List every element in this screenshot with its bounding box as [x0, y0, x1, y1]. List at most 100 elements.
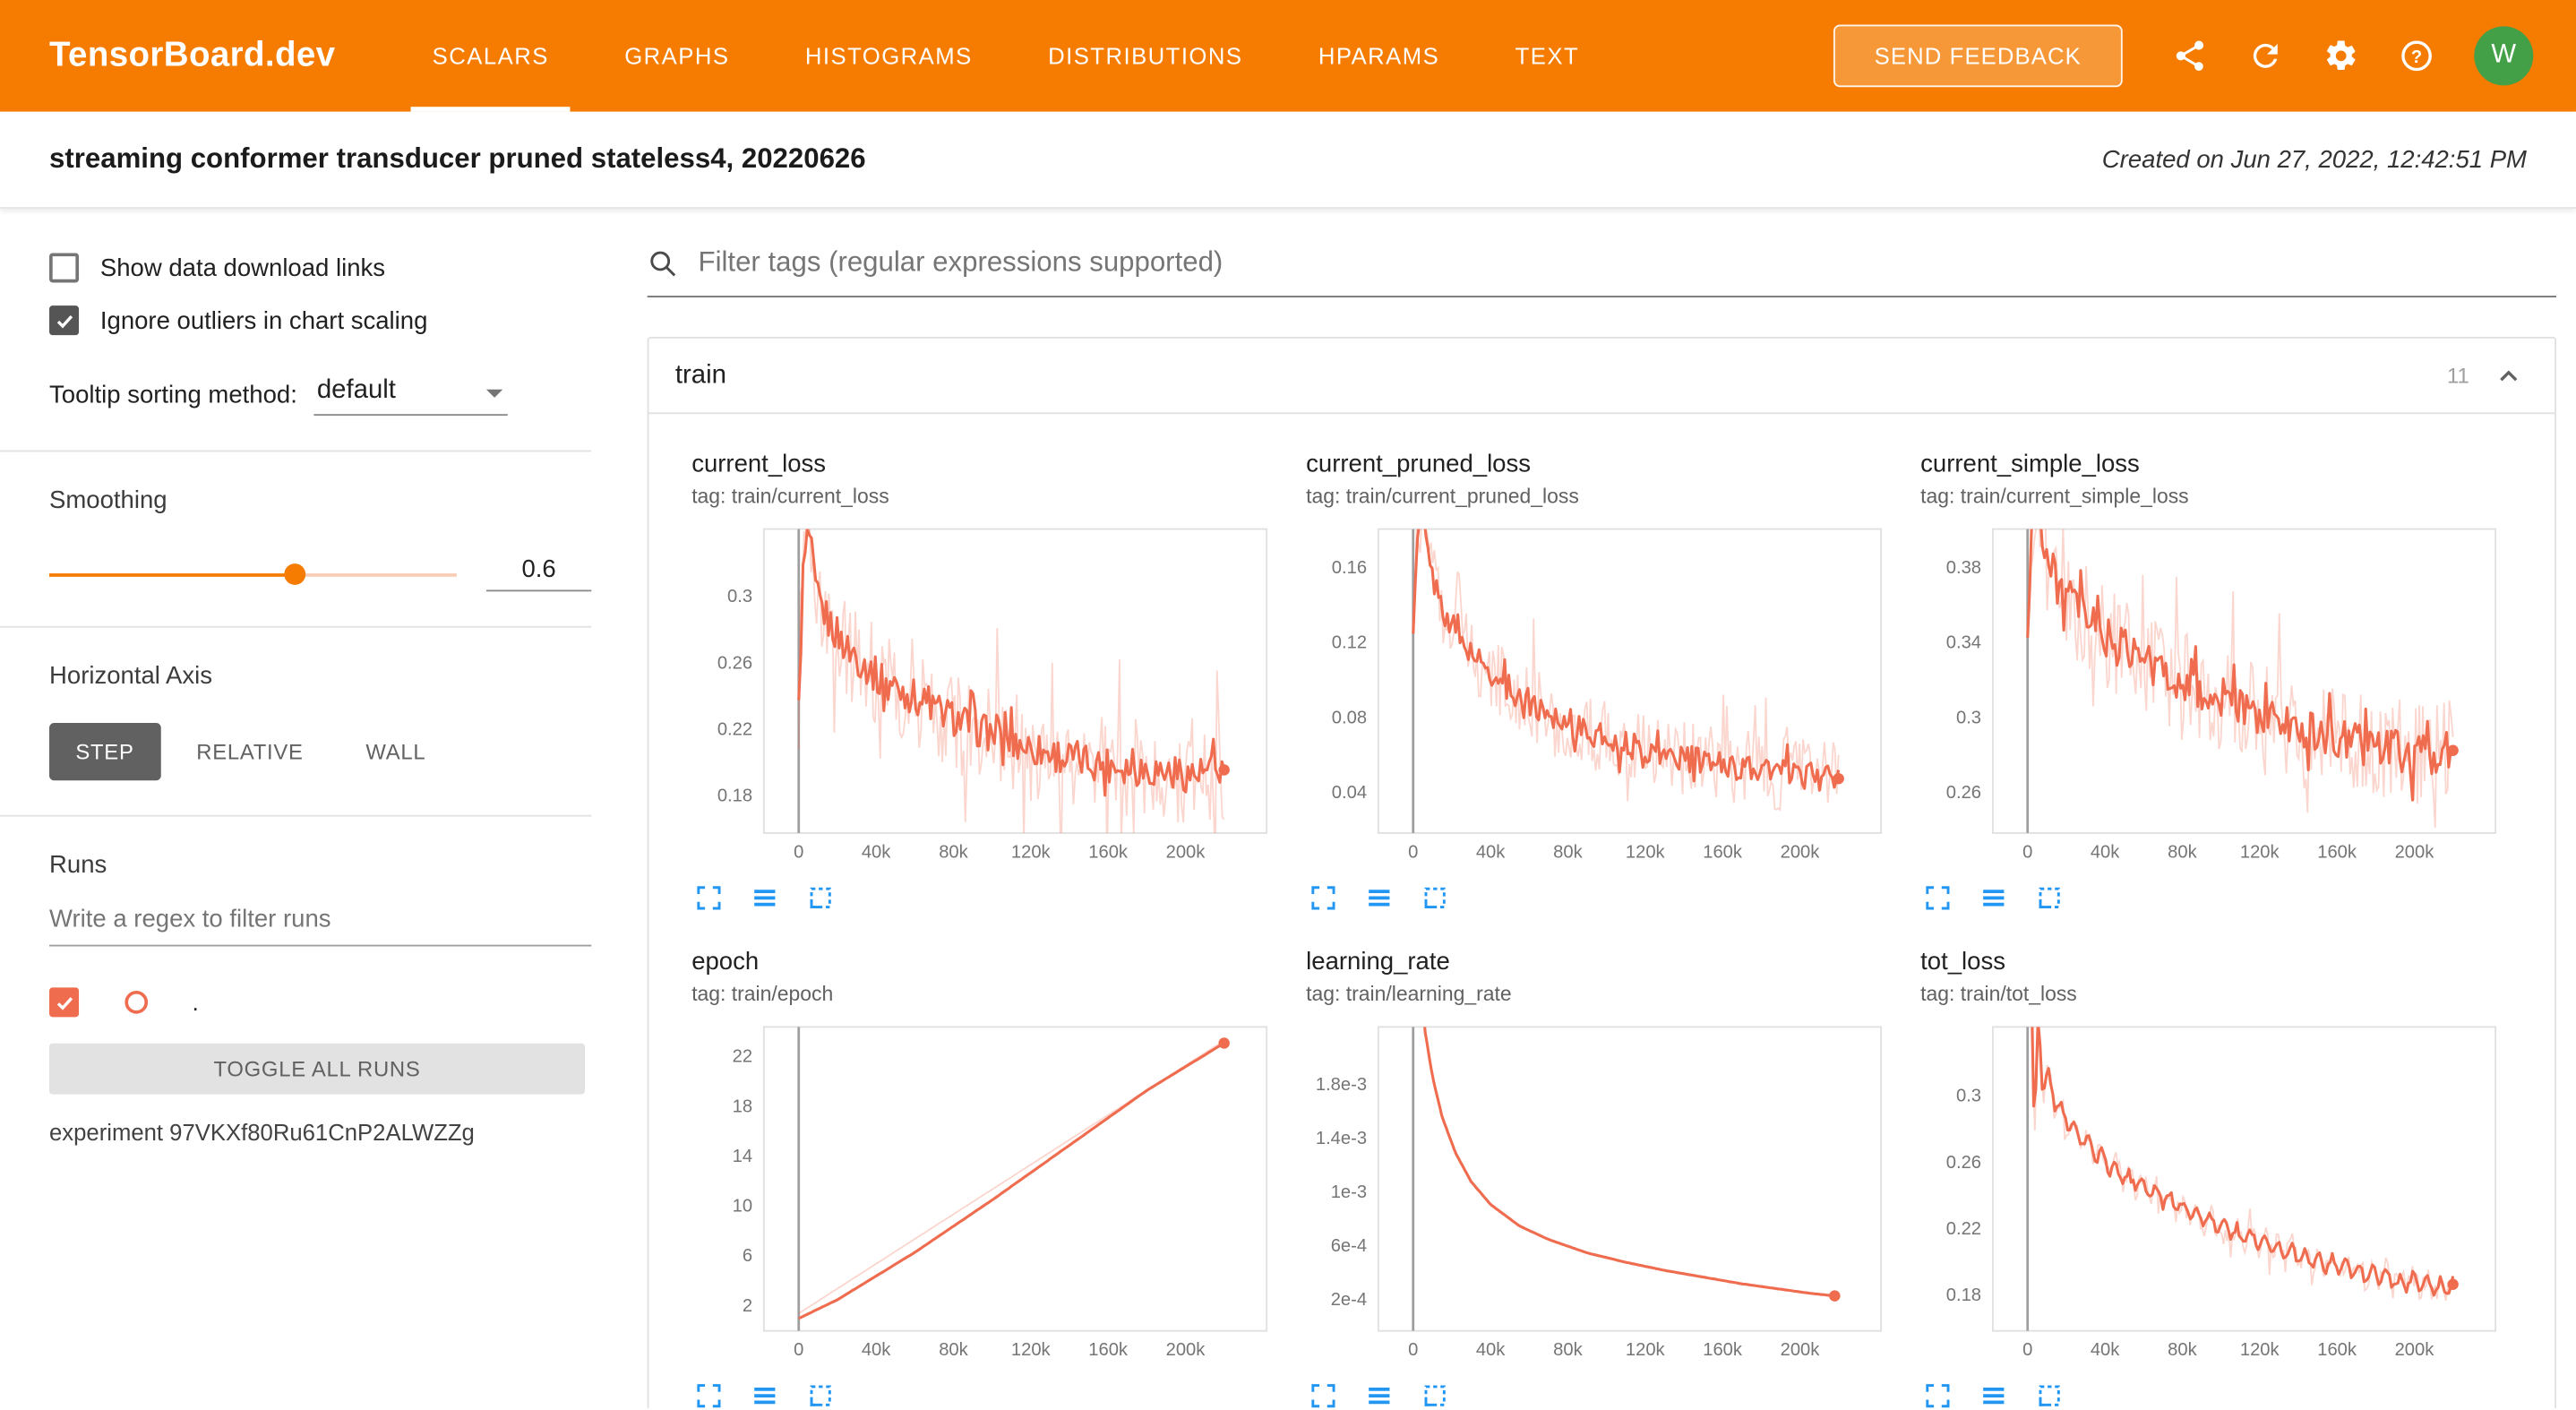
- fit-domain-icon[interactable]: [803, 881, 837, 915]
- send-feedback-button[interactable]: SEND FEEDBACK: [1833, 24, 2123, 88]
- svg-text:0: 0: [1408, 842, 1418, 862]
- svg-text:22: 22: [733, 1046, 752, 1066]
- chart-panel: current_loss tag: train/current_loss 0.1…: [691, 451, 1283, 916]
- check-icon: [56, 996, 73, 1010]
- show-download-links-checkbox[interactable]: [49, 253, 80, 283]
- svg-text:?: ?: [2411, 47, 2422, 67]
- chart-tag: tag: train/tot_loss: [1920, 981, 2077, 1005]
- data-table-icon[interactable]: [748, 1380, 781, 1408]
- smoothing-slider[interactable]: [49, 561, 457, 586]
- expand-icon[interactable]: [1306, 881, 1339, 915]
- tab-text[interactable]: TEXT: [1515, 42, 1580, 70]
- slider-fill: [49, 572, 294, 576]
- svg-text:2e-4: 2e-4: [1331, 1289, 1367, 1309]
- axis-option-relative[interactable]: RELATIVE: [170, 723, 330, 780]
- fit-domain-icon[interactable]: [2032, 881, 2065, 915]
- axis-option-step[interactable]: STEP: [49, 723, 160, 781]
- data-table-icon[interactable]: [748, 881, 781, 915]
- show-download-links-row: Show data download links: [49, 253, 591, 283]
- refresh-icon[interactable]: [2234, 25, 2297, 88]
- tab-distributions[interactable]: DISTRIBUTIONS: [1048, 42, 1243, 70]
- tag-group-title: train: [674, 360, 726, 389]
- toggle-all-runs-button[interactable]: TOGGLE ALL RUNS: [49, 1043, 585, 1095]
- topbar-actions: SEND FEEDBACK ? W: [1833, 24, 2534, 88]
- axis-option-wall[interactable]: WALL: [339, 723, 452, 780]
- svg-text:120k: 120k: [2240, 842, 2280, 862]
- expand-icon[interactable]: [691, 881, 725, 915]
- tab-histograms[interactable]: HISTOGRAMS: [804, 42, 973, 70]
- chart-actions: [1306, 1380, 1897, 1408]
- fit-domain-icon[interactable]: [1418, 1380, 1451, 1408]
- data-table-icon[interactable]: [1362, 881, 1395, 915]
- tab-hparams[interactable]: HPARAMS: [1318, 42, 1440, 70]
- svg-text:160k: 160k: [1088, 1339, 1129, 1359]
- svg-text:6: 6: [743, 1245, 752, 1265]
- horizontal-axis-label: Horizontal Axis: [49, 662, 213, 691]
- svg-text:40k: 40k: [2091, 842, 2120, 862]
- svg-text:0.04: 0.04: [1332, 783, 1367, 803]
- fit-domain-icon[interactable]: [1418, 881, 1451, 915]
- svg-text:1e-3: 1e-3: [1331, 1182, 1367, 1201]
- svg-text:0.3: 0.3: [1956, 1086, 1981, 1105]
- svg-text:2: 2: [743, 1295, 752, 1315]
- expand-icon[interactable]: [1920, 1380, 1953, 1408]
- data-table-icon[interactable]: [1977, 881, 2010, 915]
- chart-actions: [1920, 1380, 2512, 1408]
- expand-icon[interactable]: [1306, 1380, 1339, 1408]
- show-download-links-label: Show data download links: [99, 254, 386, 282]
- slider-thumb[interactable]: [283, 563, 305, 585]
- line-chart[interactable]: 0.18 0.22 0.26 0.3 0 40k 80k 120k 160k 200k: [691, 520, 1276, 869]
- app-title: TensorBoard.dev: [49, 36, 336, 74]
- svg-text:1.8e-3: 1.8e-3: [1316, 1074, 1367, 1094]
- collapse-chevron-icon[interactable]: [2489, 356, 2529, 395]
- avatar[interactable]: W: [2474, 26, 2534, 86]
- line-chart[interactable]: 0.04 0.08 0.12 0.16 0 40k 80k 120k 160k 200k: [1306, 520, 1891, 869]
- svg-text:0.22: 0.22: [1946, 1218, 1981, 1238]
- share-icon[interactable]: [2159, 25, 2221, 88]
- svg-text:0.26: 0.26: [1946, 783, 1981, 803]
- svg-text:160k: 160k: [2317, 842, 2357, 862]
- tab-graphs[interactable]: GRAPHS: [624, 42, 730, 70]
- tooltip-sorting-select[interactable]: default: [313, 373, 508, 417]
- chart-tag: tag: train/current_loss: [691, 484, 889, 508]
- svg-text:80k: 80k: [939, 842, 968, 862]
- ignore-outliers-label: Ignore outliers in chart scaling: [99, 306, 428, 335]
- line-chart[interactable]: 0.18 0.22 0.26 0.3 0 40k 80k 120k 160k 200k: [1920, 1018, 2505, 1366]
- svg-text:0: 0: [2022, 1339, 2032, 1359]
- divider: [0, 625, 592, 628]
- ignore-outliers-checkbox[interactable]: [49, 305, 80, 336]
- svg-text:40k: 40k: [1476, 1339, 1506, 1359]
- expand-icon[interactable]: [1920, 881, 1953, 915]
- help-icon[interactable]: ?: [2385, 25, 2448, 88]
- svg-text:120k: 120k: [2240, 1339, 2280, 1359]
- sidebar: Show data download links Ignore outliers…: [0, 209, 644, 1408]
- data-table-icon[interactable]: [1977, 1380, 2010, 1408]
- svg-text:200k: 200k: [2395, 1339, 2435, 1359]
- runs-filter-input[interactable]: [49, 891, 592, 947]
- filter-tags-input[interactable]: [694, 245, 2556, 281]
- created-timestamp: Created on Jun 27, 2022, 12:42:51 PM: [2101, 145, 2527, 174]
- chart-panel: current_pruned_loss tag: train/current_p…: [1306, 451, 1897, 916]
- fit-domain-icon[interactable]: [803, 1380, 837, 1408]
- svg-text:40k: 40k: [1476, 842, 1506, 862]
- run-name: .: [192, 989, 199, 1016]
- chart-panel: current_simple_loss tag: train/current_s…: [1920, 451, 2512, 916]
- tag-group-header[interactable]: train 11: [648, 339, 2555, 415]
- svg-text:0: 0: [2022, 842, 2032, 862]
- expand-icon[interactable]: [691, 1380, 725, 1408]
- line-chart[interactable]: 2 6 10 14 18 22 0 40k 80k 120k 160k 200k: [691, 1018, 1276, 1366]
- line-chart[interactable]: 0.26 0.3 0.34 0.38 0 40k 80k 120k 160k 200k: [1920, 520, 2505, 869]
- svg-text:0.12: 0.12: [1332, 632, 1367, 652]
- fit-domain-icon[interactable]: [2032, 1380, 2065, 1408]
- smoothing-value[interactable]: 0.6: [485, 555, 592, 592]
- run-checkbox[interactable]: [49, 987, 80, 1018]
- settings-gear-icon[interactable]: [2310, 25, 2373, 88]
- tab-scalars[interactable]: SCALARS: [394, 0, 587, 112]
- tooltip-sorting-value: default: [316, 376, 396, 405]
- svg-text:160k: 160k: [1703, 1339, 1743, 1359]
- data-table-icon[interactable]: [1362, 1380, 1395, 1408]
- line-chart[interactable]: 2e-4 6e-4 1e-3 1.4e-3 1.8e-3 0 40k 80k 120k 160k 2…: [1306, 1018, 1891, 1366]
- svg-text:0.16: 0.16: [1332, 557, 1367, 577]
- chart-title: learning_rate: [1306, 947, 1450, 976]
- svg-text:14: 14: [733, 1146, 752, 1165]
